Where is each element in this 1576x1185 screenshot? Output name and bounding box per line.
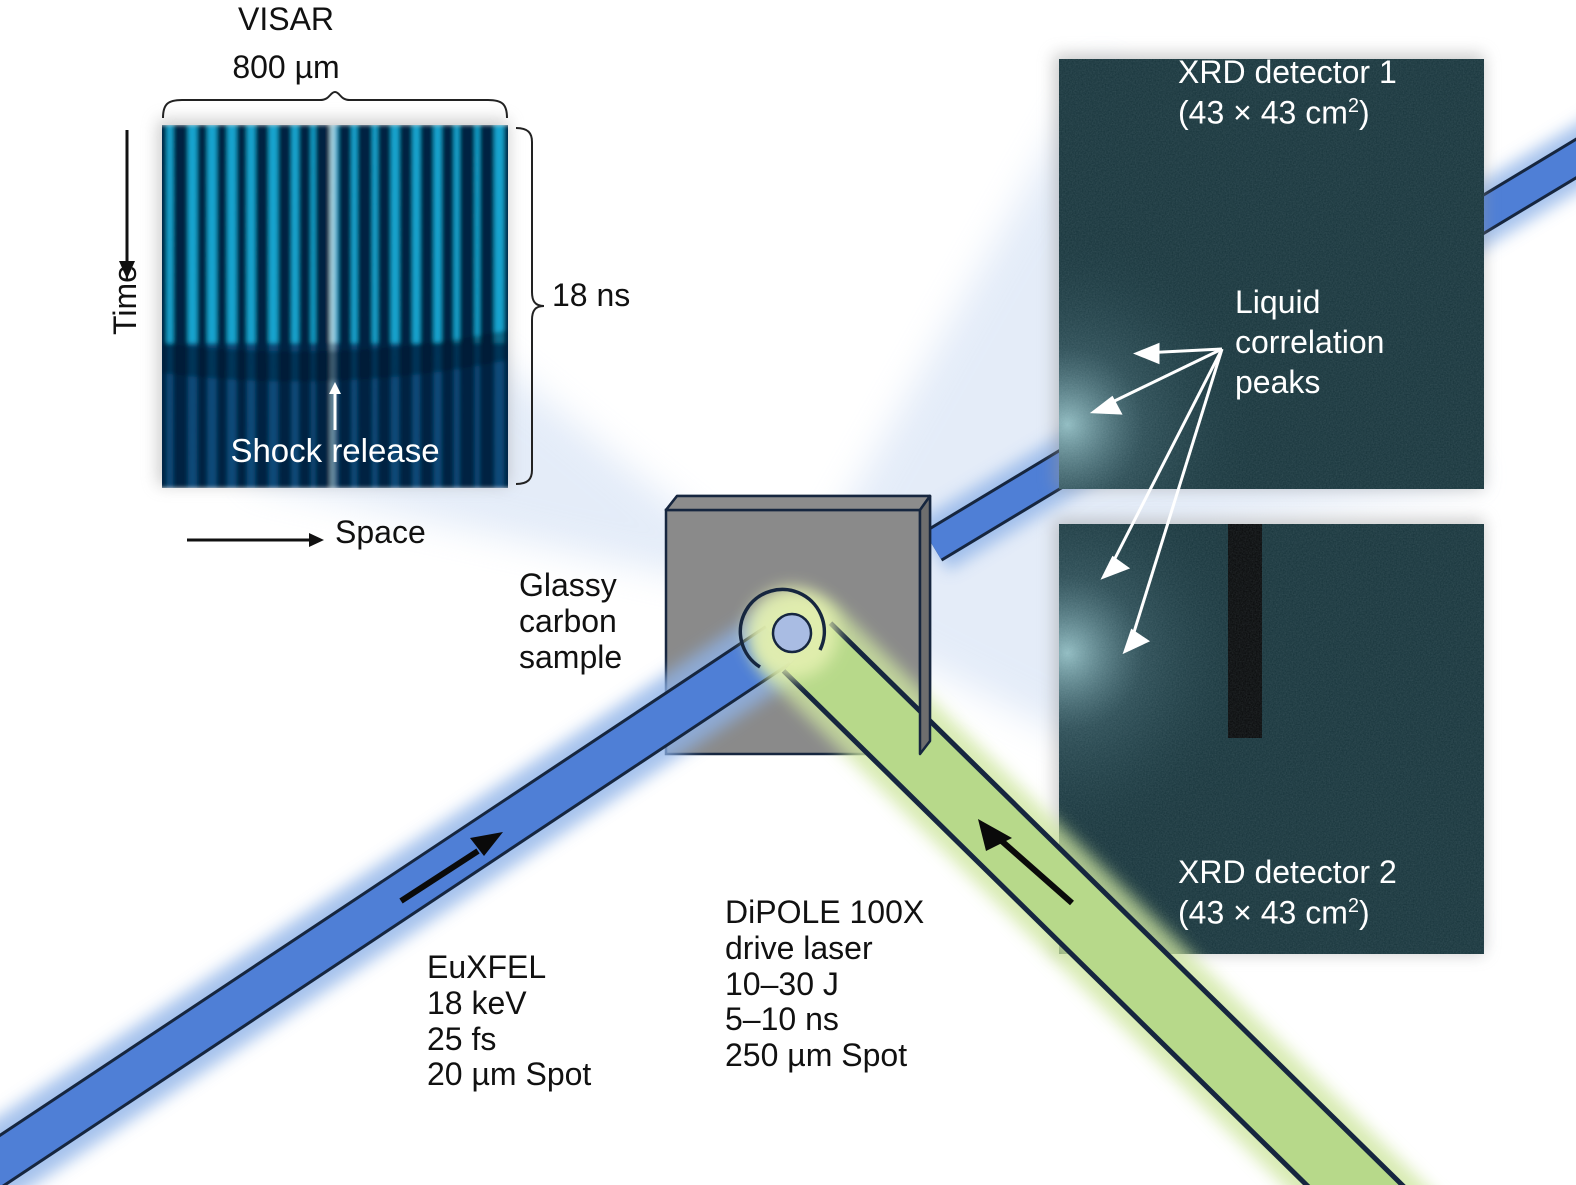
svg-text:Shock release: Shock release bbox=[230, 432, 439, 469]
